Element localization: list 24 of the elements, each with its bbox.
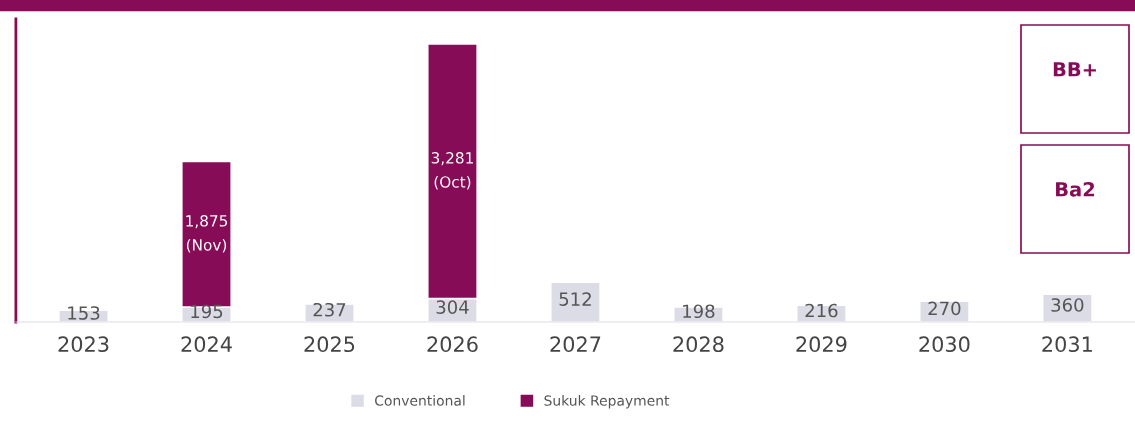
annotation: BB+ [1053, 62, 1096, 77]
x-tick-label: 2028 [673, 336, 724, 353]
x-tick-label: 2024 [181, 336, 232, 353]
data-label: 216 [805, 303, 838, 318]
data-label: 3,281 (Oct) [431, 152, 473, 190]
data-label: 237 [313, 302, 346, 317]
legend-label: Sukuk Repayment [544, 395, 670, 409]
data-label: 304 [436, 300, 469, 314]
x-tick-label: 2027 [550, 336, 601, 353]
data-label: 270 [928, 301, 961, 316]
data-label: 360 [1051, 298, 1084, 312]
data-label: 153 [68, 306, 100, 320]
x-tick-label: 2031 [1042, 336, 1092, 353]
annotation: Ba2 [1056, 181, 1095, 197]
data-label: 195 [191, 304, 223, 319]
x-tick-label: 2030 [919, 336, 970, 353]
x-tick-label: 2029 [796, 336, 847, 353]
legend-label: Conventional [375, 395, 465, 406]
x-tick-label: 2023 [58, 336, 109, 353]
data-label: 198 [683, 304, 715, 319]
x-tick-label: 2026 [427, 336, 478, 353]
x-tick-label: 2025 [304, 336, 355, 353]
data-label: 1,875 (Nov) [186, 215, 228, 253]
data-label: 512 [559, 292, 591, 306]
